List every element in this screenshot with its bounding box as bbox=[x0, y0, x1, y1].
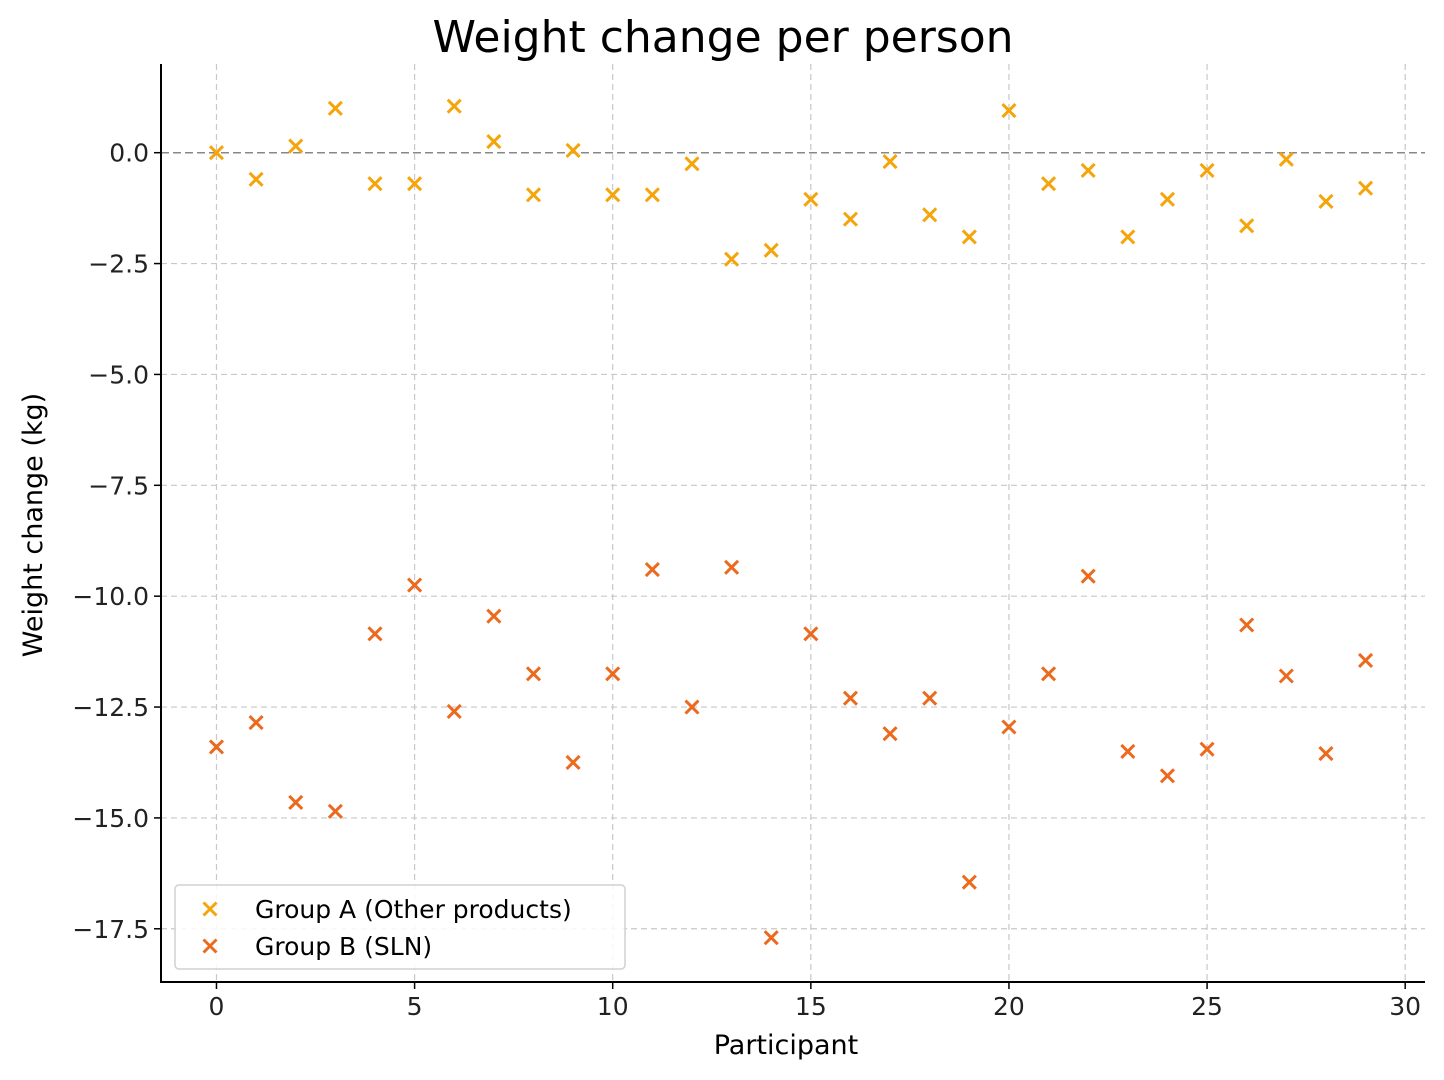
data-point bbox=[803, 191, 819, 207]
x-tick-label: 15 bbox=[795, 992, 827, 1021]
data-point bbox=[803, 626, 819, 642]
data-point bbox=[1199, 162, 1215, 178]
data-point bbox=[1239, 218, 1255, 234]
data-point bbox=[208, 145, 225, 161]
series-group-a bbox=[208, 98, 1374, 267]
data-point bbox=[1199, 741, 1215, 757]
data-point bbox=[961, 874, 977, 890]
x-tick-label: 30 bbox=[1389, 992, 1421, 1021]
data-point bbox=[1159, 768, 1176, 784]
data-point bbox=[684, 699, 700, 715]
legend-marker bbox=[202, 901, 218, 917]
grid bbox=[161, 64, 1425, 982]
data-point bbox=[961, 229, 977, 245]
data-point bbox=[1159, 191, 1176, 207]
x-tick-label: 5 bbox=[407, 992, 423, 1021]
data-point bbox=[248, 171, 264, 187]
data-point bbox=[1318, 746, 1334, 762]
data-point bbox=[842, 690, 859, 706]
data-point bbox=[644, 187, 660, 203]
legend-entry: Group B (SLN) bbox=[255, 932, 432, 961]
data-point bbox=[327, 803, 343, 819]
y-tick-label: 0.0 bbox=[109, 139, 149, 168]
data-point bbox=[446, 703, 462, 720]
data-point bbox=[763, 930, 779, 946]
data-point bbox=[1080, 568, 1096, 584]
y-tick-label: −2.5 bbox=[88, 250, 149, 279]
x-axis-label: Participant bbox=[714, 1030, 859, 1061]
data-point bbox=[882, 726, 898, 742]
data-point bbox=[1358, 652, 1374, 669]
data-point bbox=[1041, 176, 1057, 192]
data-point bbox=[882, 154, 898, 170]
data-point bbox=[684, 156, 700, 172]
data-point bbox=[486, 134, 502, 150]
data-point bbox=[724, 251, 740, 267]
data-point bbox=[1358, 180, 1374, 196]
x-tick-label: 10 bbox=[597, 992, 629, 1021]
data-point bbox=[605, 187, 621, 203]
data-point bbox=[644, 562, 660, 578]
x-axis-ticks: 0 5 10 15 20 25 30 bbox=[209, 982, 1421, 1021]
data-point bbox=[842, 211, 859, 227]
data-point bbox=[288, 138, 304, 154]
x-tick-label: 0 bbox=[209, 992, 225, 1021]
y-tick-label: −7.5 bbox=[88, 471, 149, 500]
data-point bbox=[327, 100, 343, 116]
y-tick-label: −5.0 bbox=[88, 360, 149, 389]
legend-box bbox=[174, 884, 626, 970]
legend-entry: Group A (Other products) bbox=[255, 895, 572, 924]
data-point bbox=[1001, 103, 1017, 119]
data-point bbox=[486, 608, 502, 624]
data-points bbox=[208, 98, 1374, 946]
data-point bbox=[1041, 666, 1057, 682]
data-point bbox=[525, 666, 542, 682]
axes-spines bbox=[160, 64, 1425, 983]
data-point bbox=[565, 754, 581, 771]
data-point bbox=[1001, 719, 1017, 735]
data-point bbox=[407, 577, 423, 593]
y-tick-label: −17.5 bbox=[72, 915, 149, 944]
y-axis-ticks: 0.0 −2.5 −5.0 −7.5 −10.0 −12.5 −15.0 −17.5 bbox=[72, 139, 161, 944]
legend-marker bbox=[202, 938, 218, 954]
data-point bbox=[724, 559, 740, 575]
legend: Group A (Other products) Group B (SLN) bbox=[174, 884, 626, 970]
data-point bbox=[922, 690, 938, 706]
data-point bbox=[208, 739, 225, 755]
data-point bbox=[525, 187, 542, 203]
data-point bbox=[1120, 743, 1136, 759]
data-point bbox=[1278, 668, 1294, 684]
y-tick-label: −15.0 bbox=[72, 804, 149, 833]
data-point bbox=[1120, 229, 1136, 245]
series-group-b bbox=[208, 559, 1374, 946]
data-point bbox=[367, 176, 383, 192]
chart-title: Weight change per person bbox=[432, 12, 1013, 63]
y-tick-label: −12.5 bbox=[72, 693, 149, 722]
data-point bbox=[1318, 193, 1334, 210]
data-point bbox=[565, 142, 581, 159]
data-point bbox=[288, 794, 304, 810]
x-tick-label: 25 bbox=[1191, 992, 1223, 1021]
data-point bbox=[1080, 162, 1096, 178]
x-tick-label: 20 bbox=[993, 992, 1025, 1021]
data-point bbox=[1239, 617, 1255, 633]
data-point bbox=[407, 176, 423, 192]
data-point bbox=[446, 98, 462, 114]
data-point bbox=[367, 626, 383, 642]
data-point bbox=[248, 715, 264, 731]
data-point bbox=[1278, 151, 1294, 167]
data-point bbox=[605, 666, 621, 682]
y-axis-label: Weight change (kg) bbox=[18, 393, 49, 657]
data-point bbox=[922, 207, 938, 223]
data-point bbox=[763, 242, 779, 258]
y-tick-label: −10.0 bbox=[72, 582, 149, 611]
